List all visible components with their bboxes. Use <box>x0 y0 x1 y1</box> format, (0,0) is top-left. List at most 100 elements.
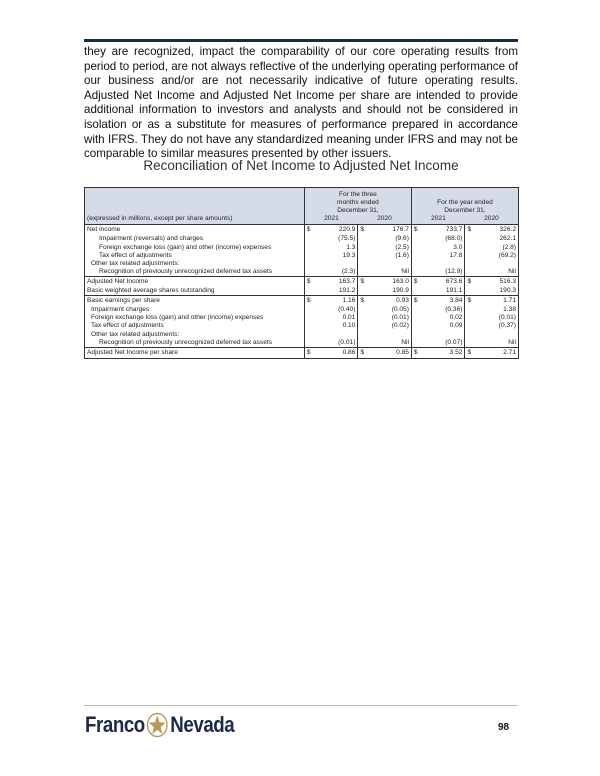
value: 733.7 <box>445 226 463 234</box>
table-title: Reconciliation of Net Income to Adjusted… <box>143 158 459 173</box>
value-cell: 191.2 <box>303 287 358 296</box>
value-cell <box>464 259 519 268</box>
value: (0.36) <box>445 306 463 314</box>
dollar-sign: $ <box>306 297 311 305</box>
value-cell: (0.01) <box>464 314 519 323</box>
value: 262.1 <box>499 235 516 243</box>
table-row: Basic weighted average shares outstandin… <box>85 287 519 296</box>
row-label: Basic weighted average shares outstandin… <box>87 287 215 295</box>
value: (0.01) <box>338 338 356 346</box>
value-cell: (75.5) <box>303 235 358 244</box>
value: (68.0) <box>445 235 463 243</box>
value-cell: $0.86 <box>303 346 358 359</box>
value-cell: (0.05) <box>357 306 412 315</box>
value-cell: $516.3 <box>464 275 519 288</box>
dollar-sign: $ <box>360 277 365 285</box>
year-header: 2021 <box>324 215 339 223</box>
value: 673.6 <box>445 277 463 285</box>
value-cell: (0.01) <box>357 314 412 323</box>
value-cell: (1.6) <box>357 251 412 260</box>
value: 0.86 <box>342 348 356 356</box>
value-cell: 0.10 <box>303 322 358 331</box>
value: 0.85 <box>396 348 409 356</box>
reconciliation-table: (expressed in millions, except per share… <box>84 186 519 359</box>
dollar-sign: $ <box>360 348 365 356</box>
value-cell <box>410 330 465 339</box>
row-label: Net income <box>84 224 305 236</box>
value: 190.9 <box>392 287 409 295</box>
dollar-sign: $ <box>413 226 418 234</box>
value-cell: Nil <box>357 267 412 277</box>
value: 163.7 <box>338 277 356 285</box>
table-row: Adjusted Net Income per share $0.86 $0.85 $… <box>84 346 519 359</box>
table-row: Foreign exchange loss (gain) and other (… <box>85 314 519 323</box>
year-header: 2021 <box>431 215 446 223</box>
table-row: Other tax related adjustments: <box>85 330 519 339</box>
value: 326.2 <box>499 226 516 234</box>
value: 163.0 <box>392 277 409 285</box>
value-cell: $163.7 <box>303 275 358 288</box>
value: 0.10 <box>342 322 356 330</box>
value: 3.84 <box>449 297 463 305</box>
value-cell: (0.02) <box>357 322 412 331</box>
value-cell: (0.36) <box>410 306 465 315</box>
value-cell: 3.0 <box>410 243 465 252</box>
dollar-sign: $ <box>413 277 418 285</box>
value-cell: 19.3 <box>303 251 358 260</box>
value: 0.93 <box>396 297 409 305</box>
value-cell: $3.52 <box>410 346 465 359</box>
value-cell: 0.01 <box>303 314 358 323</box>
value-cell: $0.85 <box>357 346 412 359</box>
dollar-sign: $ <box>467 277 472 285</box>
row-label: Other tax related adjustments: <box>91 330 180 338</box>
value: 1.3 <box>346 243 356 251</box>
value-cell: 262.1 <box>464 235 519 244</box>
intro-paragraph: they are recognized, impact the comparab… <box>84 45 518 161</box>
value: (0.07) <box>445 338 463 346</box>
dollar-sign: $ <box>306 226 311 234</box>
value-cell: (0.07) <box>410 338 465 348</box>
three-months-label: For the three months ended December 31, <box>337 191 379 215</box>
table-row: Basic earnings per share $1.16 $0.93 $3.84 $… <box>84 295 519 307</box>
value: 0.09 <box>449 322 463 330</box>
row-label: Basic earnings per share <box>84 295 305 307</box>
value-cell <box>357 330 412 339</box>
value: 190.3 <box>499 287 516 295</box>
units-label: (expressed in millions, except per share… <box>84 186 305 225</box>
value: (1.6) <box>395 251 409 259</box>
value: 1.16 <box>342 297 356 305</box>
value-cell: 1.3 <box>303 243 358 252</box>
value: 3.52 <box>449 348 463 356</box>
value: Nil <box>508 267 516 275</box>
value: (75.5) <box>338 235 356 243</box>
table-row: Adjusted Net Income $163.7 $163.0 $673.6 $51… <box>84 275 519 288</box>
dollar-sign: $ <box>413 348 418 356</box>
value-cell: (9.6) <box>357 235 412 244</box>
value: (0.02) <box>391 322 409 330</box>
value-cell: 0.02 <box>410 314 465 323</box>
value: (0.40) <box>338 306 356 314</box>
dollar-sign: $ <box>360 226 365 234</box>
value: Nil <box>401 267 409 275</box>
value-cell: $326.2 <box>464 224 519 236</box>
year-ended-label: For the year ended December 31, <box>437 199 493 215</box>
value-cell: 17.8 <box>410 251 465 260</box>
year-header: 2020 <box>377 215 392 223</box>
value-cell: $0.93 <box>357 295 412 307</box>
row-label: Tax effect of adjustments <box>99 251 172 259</box>
value: 1.38 <box>503 306 516 314</box>
value: Nil <box>508 338 516 346</box>
table-row: Net income $220.9 $176.7 $733.7 $326.2 <box>84 224 519 236</box>
value: (2.5) <box>395 243 409 251</box>
value: 2.71 <box>503 348 516 356</box>
value-cell: (0.40) <box>303 306 358 315</box>
value: (0.01) <box>498 314 516 322</box>
value-cell: 191.1 <box>410 287 465 296</box>
row-label: Foreign exchange loss (gain) and other (… <box>99 243 272 251</box>
dollar-sign: $ <box>413 297 418 305</box>
value: 17.8 <box>449 251 463 259</box>
top-rule <box>84 39 518 42</box>
value-cell: 190.3 <box>464 287 519 296</box>
value-cell: $220.9 <box>303 224 358 236</box>
value: (0.37) <box>498 322 516 330</box>
